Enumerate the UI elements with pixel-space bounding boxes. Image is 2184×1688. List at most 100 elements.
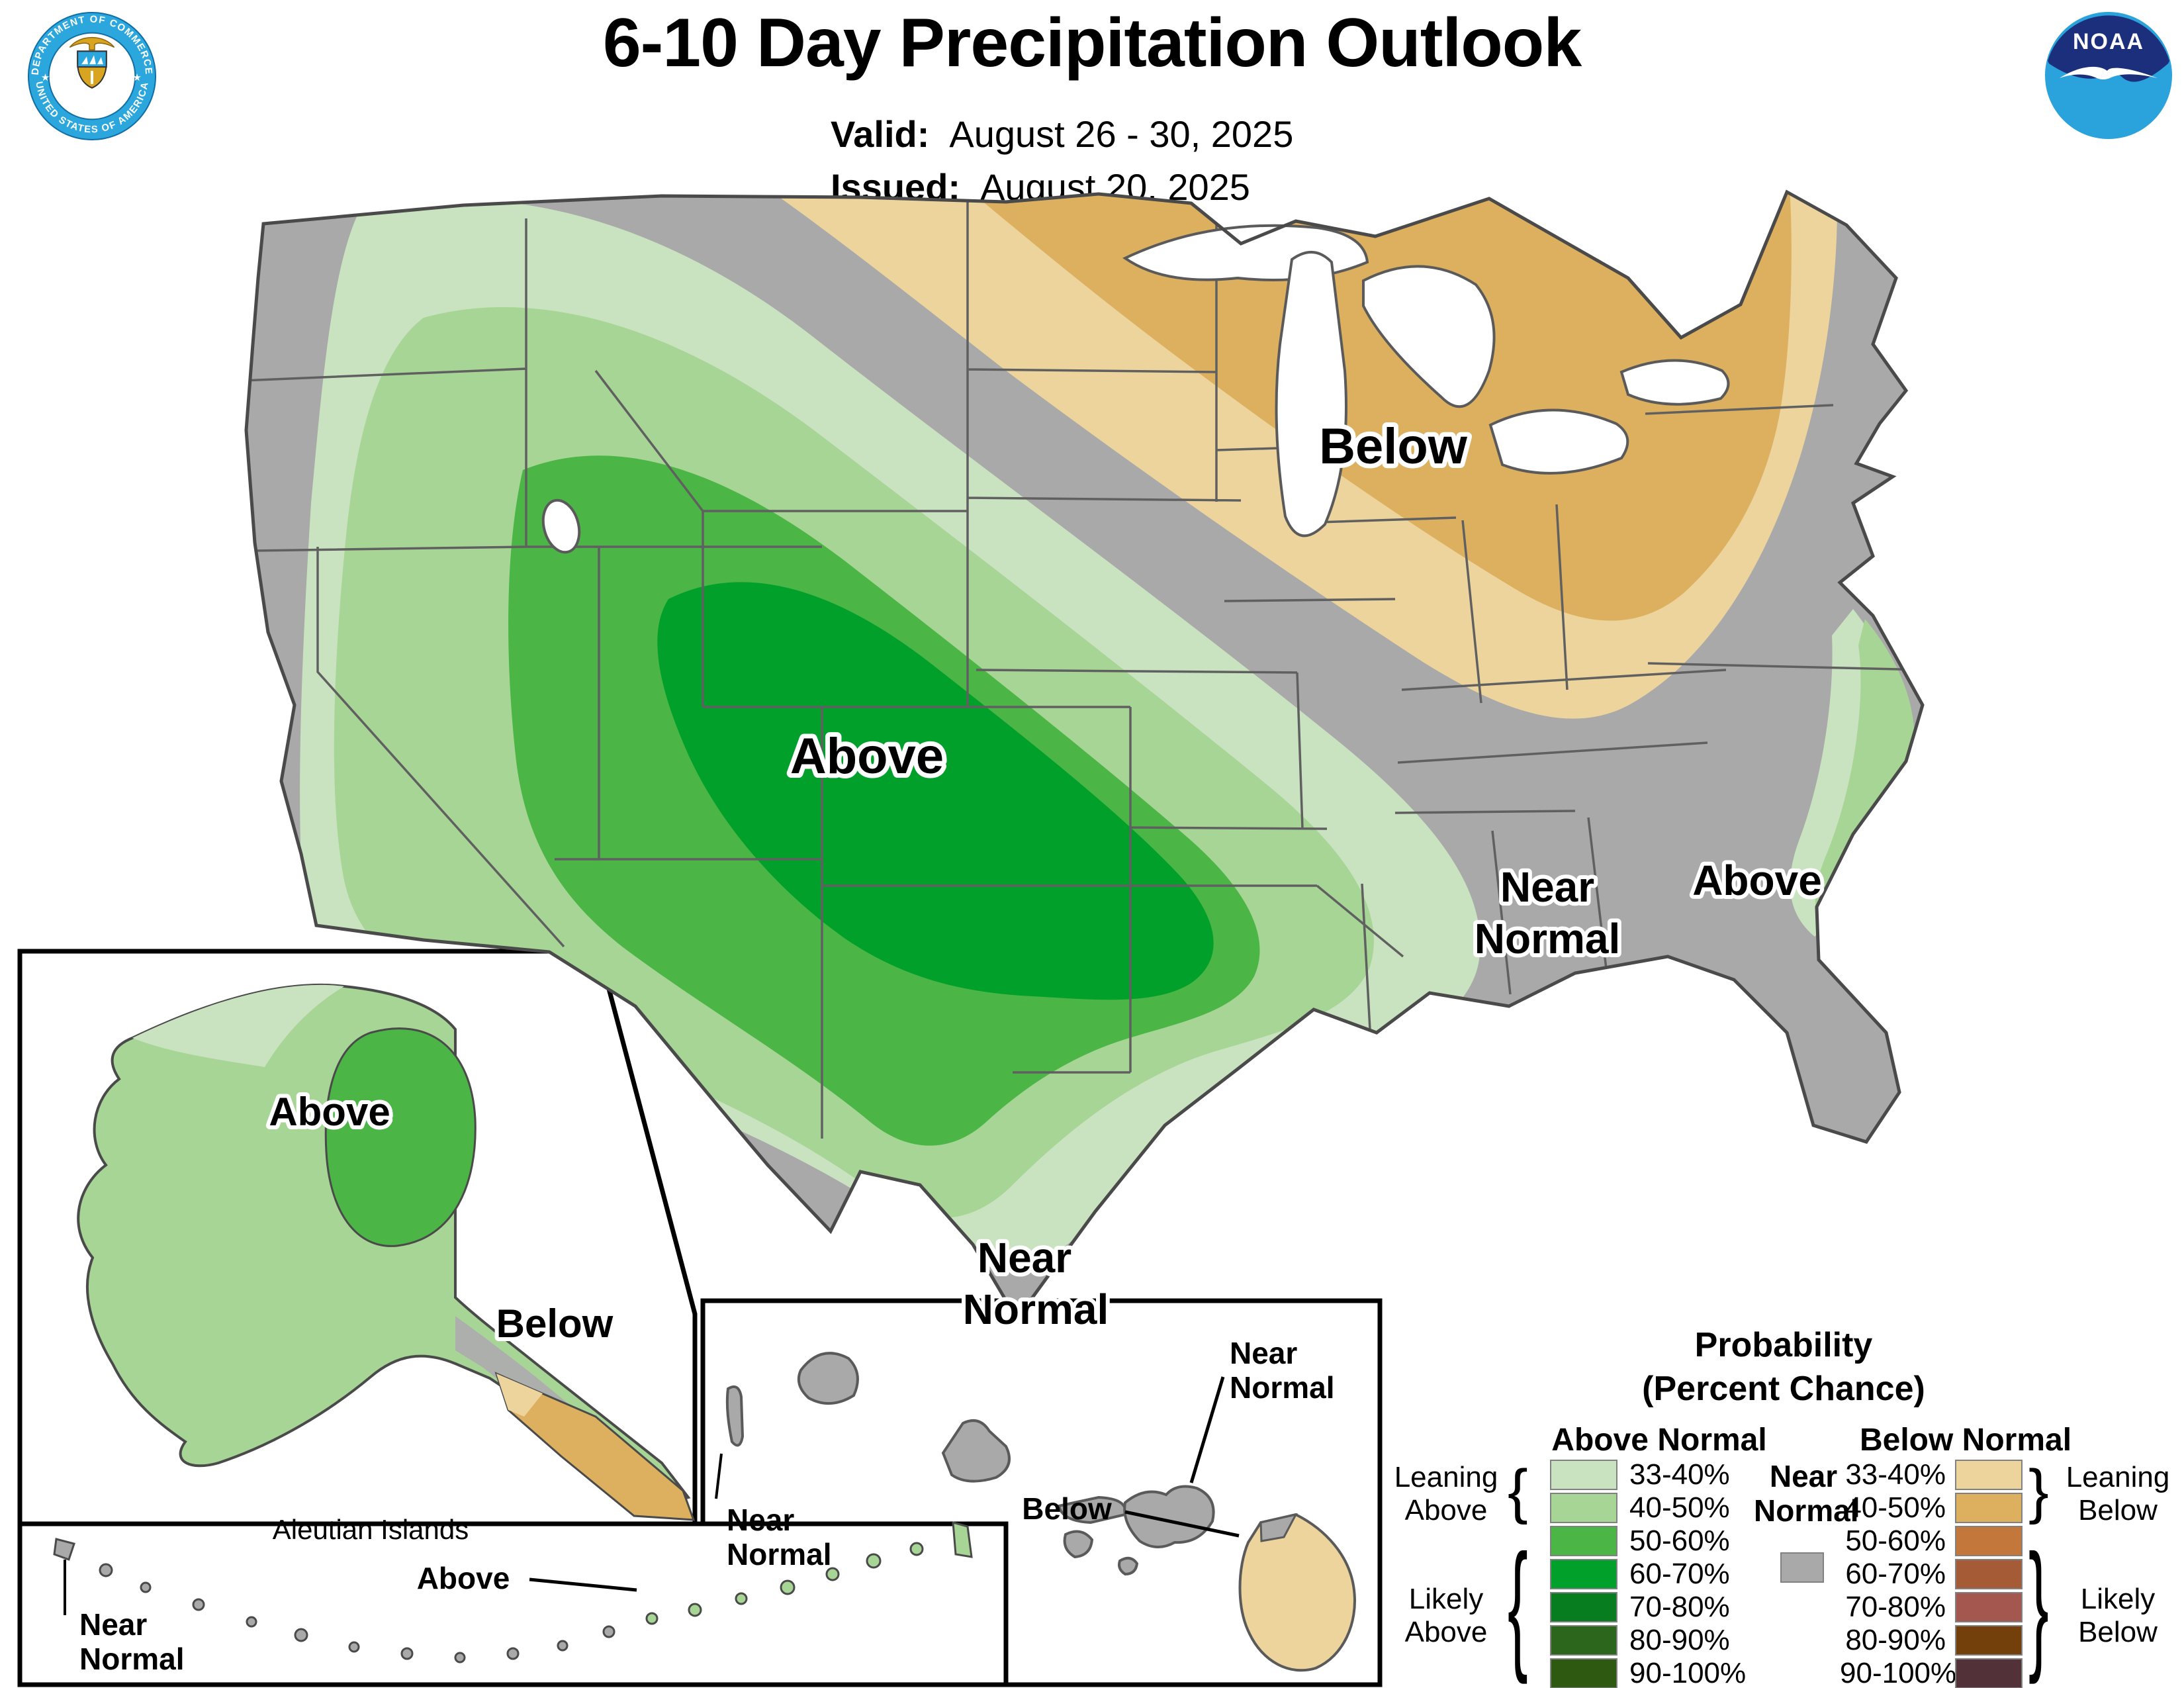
- eagle-icon: [69, 36, 115, 51]
- below-swatch-90-100: [1955, 1658, 2023, 1688]
- great-salt-lake: [541, 498, 581, 554]
- label-eastcoast-above: Above: [1692, 857, 1822, 904]
- department-of-commerce-seal-icon: DEPARTMENT OF COMMERCE UNITED STATES OF …: [27, 11, 157, 141]
- aleutian-islands-green: [645, 1521, 973, 1625]
- label-hawaii-near-left-2: Normal: [727, 1537, 831, 1571]
- legend-title: Probability: [1694, 1326, 1873, 1364]
- lake-erie: [1488, 408, 1629, 475]
- inset-labels: Aleutian Islands Near Normal Above Near …: [79, 1336, 1334, 1676]
- valid-label: Valid:: [831, 113, 930, 155]
- likely-above-label-line1: Likely: [1408, 1583, 1484, 1615]
- doc-seal-star-left: ★: [41, 73, 50, 83]
- conus-outline: [244, 189, 1925, 1324]
- label-hawaii-near-right-1: Near: [1230, 1336, 1297, 1370]
- label-aleutian-above: Above: [417, 1561, 510, 1595]
- below-swatch-80-90: [1955, 1625, 2023, 1656]
- lake-michigan: [1275, 250, 1347, 538]
- alaska-inset: [77, 983, 696, 1521]
- hawaii-near-normal-leader-line: [1189, 1376, 1225, 1483]
- below-range-80-90: 80-90%: [1845, 1624, 1946, 1656]
- alaska-33-40-band: [132, 984, 344, 1067]
- eastcoast-above-bands: [1790, 609, 1915, 937]
- likely-above-label-line2: Above: [1404, 1616, 1488, 1648]
- great-lakes: [1122, 224, 1730, 538]
- leaning-below-label-line1: Leaning: [2066, 1461, 2170, 1493]
- doc-seal-star-right: ★: [132, 73, 141, 83]
- below-swatch-33-40: [1955, 1460, 2023, 1490]
- alaska-panhandle-below-region: [494, 1372, 696, 1521]
- kahoolawe: [1118, 1556, 1139, 1576]
- below-range-33-40: 33-40%: [1845, 1458, 1946, 1491]
- aleutian-islands-gray: [53, 1538, 615, 1664]
- lanai: [1063, 1530, 1094, 1559]
- above-60-70-band: [657, 582, 1214, 1000]
- leaning-above-brace: {: [1508, 1458, 1528, 1525]
- leaning-above-label-line2: Above: [1404, 1494, 1488, 1526]
- above-swatch-90-100: [1550, 1658, 1617, 1688]
- above-swatch-50-60: [1550, 1526, 1617, 1556]
- alaska-above-blob: [324, 1027, 477, 1247]
- aleutian-inset: [53, 1521, 973, 1664]
- below-swatch-70-80: [1955, 1592, 2023, 1622]
- above-range-50-60: 50-60%: [1629, 1524, 1730, 1557]
- label-hawaii-near-right-2: Normal: [1230, 1370, 1334, 1405]
- label-southeast-normal: Normal: [1475, 915, 1621, 962]
- above-range-80-90: 80-90%: [1629, 1624, 1730, 1656]
- seagull-icon: [2060, 66, 2158, 79]
- lake-huron: [1362, 265, 1496, 408]
- label-aleutian-near: Near: [79, 1607, 147, 1642]
- legend-near-label-line1: Near: [1769, 1459, 1838, 1493]
- kauai: [797, 1352, 859, 1405]
- hawaii-islands-gray: [725, 1352, 1215, 1576]
- label-aleutian-title: Aleutian Islands: [273, 1514, 469, 1545]
- legend-below-normal-header: Below Normal: [1859, 1423, 2072, 1458]
- above-range-60-70: 60-70%: [1629, 1558, 1730, 1590]
- below-range-60-70: 60-70%: [1845, 1558, 1946, 1590]
- big-island-gray-tip: [1259, 1513, 1298, 1542]
- alaska-gray-sliver: [455, 1316, 582, 1417]
- label-hawaii-below: Below: [1022, 1491, 1112, 1526]
- legend-subtitle: (Percent Chance): [1642, 1370, 1925, 1408]
- hawaii-below-leader-line: [1124, 1510, 1240, 1538]
- above-range-90-100: 90-100%: [1629, 1657, 1747, 1688]
- label-texas-normal: Normal: [963, 1286, 1109, 1333]
- above-swatch-80-90: [1550, 1625, 1617, 1656]
- below-swatch-40-50: [1955, 1493, 2023, 1523]
- label-alaska-below: Below: [496, 1301, 614, 1346]
- near-normal-swatch: [1780, 1552, 1824, 1583]
- page-title: 6-10 Day Precipitation Outlook: [602, 5, 1582, 81]
- below-swatch-50-60: [1955, 1526, 2023, 1556]
- map-labels: Above Below Near Normal Above Near Norma…: [265, 414, 1825, 1350]
- noaa-logo-text: NOAA: [2073, 29, 2144, 54]
- aleutian-above-leader-line: [529, 1577, 637, 1592]
- above-swatch-70-80: [1550, 1592, 1617, 1622]
- lake-okeechobee: [1757, 1053, 1780, 1076]
- label-central-above: Above: [790, 728, 944, 784]
- label-midwest-below: Below: [1319, 418, 1468, 475]
- below-range-70-80: 70-80%: [1845, 1591, 1946, 1623]
- oahu: [941, 1419, 1011, 1483]
- lake-ontario: [1619, 359, 1730, 406]
- leaning-below-brace: }: [2028, 1458, 2049, 1525]
- above-range-40-50: 40-50%: [1629, 1491, 1730, 1524]
- maui: [1123, 1485, 1215, 1548]
- above-range-33-40: 33-40%: [1629, 1458, 1730, 1491]
- likely-below-label-line1: Likely: [2080, 1583, 2156, 1615]
- likely-below-label-line2: Below: [2078, 1616, 2158, 1648]
- below-swatch-60-70: [1955, 1559, 2023, 1589]
- below-range-50-60: 50-60%: [1845, 1524, 1946, 1557]
- legend-above-normal-header: Above Normal: [1551, 1423, 1767, 1458]
- above-swatch-33-40: [1550, 1460, 1617, 1490]
- hawaii-inset: [715, 1352, 1356, 1672]
- state-boundaries: [246, 201, 1923, 1139]
- above-swatch-40-50: [1550, 1493, 1617, 1523]
- label-alaska-above: Above: [269, 1090, 390, 1134]
- legend: Probability (Percent Chance) Above Norma…: [1383, 1324, 2184, 1688]
- below-range-90-100: 90-100%: [1840, 1657, 1957, 1688]
- label-texas-near: Near: [978, 1234, 1071, 1282]
- alaska-panhandle-33-40-tan: [496, 1374, 543, 1417]
- niihau: [725, 1385, 745, 1447]
- above-swatch-60-70: [1550, 1559, 1617, 1589]
